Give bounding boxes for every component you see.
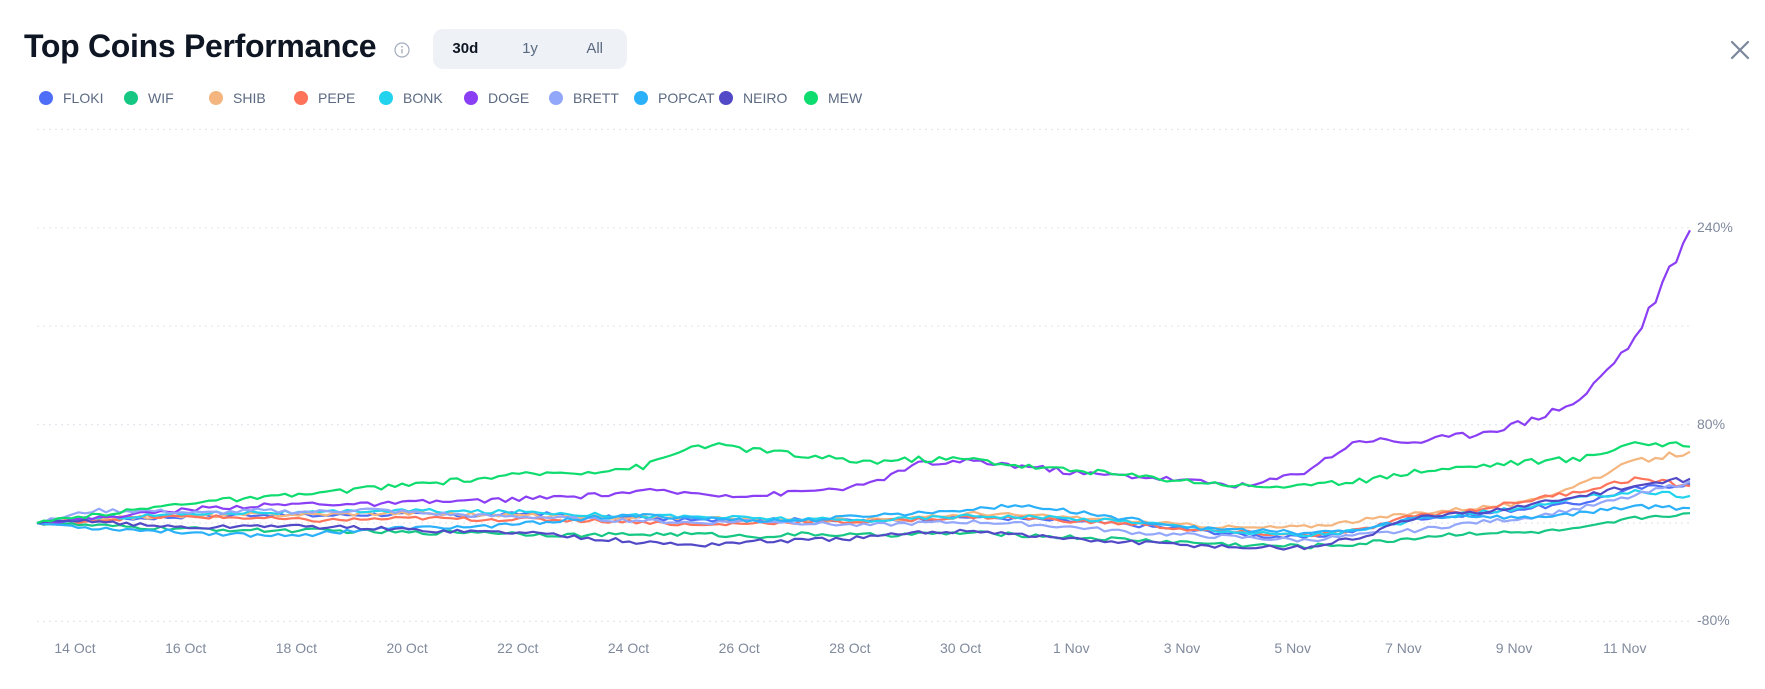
legend-label: BONK	[403, 90, 443, 106]
x-axis-label: 14 Oct	[54, 640, 96, 656]
x-axis-label: 30 Oct	[939, 640, 982, 656]
mew-dot-icon	[804, 91, 818, 105]
chart-gridlines	[37, 128, 1690, 623]
series-line-doge[interactable]	[36, 229, 1691, 526]
x-axis-label: 11 Nov	[1603, 640, 1647, 656]
legend-item-floki[interactable]: FLOKI	[39, 88, 103, 108]
legend-label: MEW	[828, 90, 863, 106]
x-axis-label: 22 Oct	[497, 640, 539, 656]
series-line-pepe[interactable]	[36, 476, 1691, 538]
range-30d-button[interactable]: 30d	[452, 40, 479, 57]
series-line-popcat[interactable]	[36, 503, 1691, 538]
x-axis-label: 5 Nov	[1274, 640, 1311, 656]
neiro-dot-icon	[719, 91, 733, 105]
x-axis-label: 1 Nov	[1053, 640, 1090, 656]
chart-series	[36, 229, 1691, 551]
close-icon[interactable]	[1728, 38, 1752, 62]
x-axis-label: 18 Oct	[275, 640, 318, 656]
range-all-button[interactable]: All	[586, 40, 604, 57]
legend-item-wif[interactable]: WIF	[124, 88, 174, 108]
series-line-neiro[interactable]	[36, 476, 1691, 551]
popcat-dot-icon	[634, 91, 648, 105]
info-circle-icon[interactable]	[394, 42, 410, 58]
wif-dot-icon	[124, 91, 138, 105]
legend-label: WIF	[148, 90, 174, 106]
y-axis-label: 80%	[1697, 415, 1726, 432]
x-axis-label: 24 Oct	[607, 640, 650, 656]
x-axis-label: 20 Oct	[386, 640, 428, 656]
brett-dot-icon	[549, 91, 563, 105]
legend-label: PEPE	[318, 90, 356, 106]
series-line-wif[interactable]	[36, 512, 1691, 550]
page-title: Top Coins Performance	[24, 28, 377, 64]
legend-item-brett[interactable]: BRETT	[549, 88, 619, 108]
pepe-dot-icon	[294, 91, 308, 105]
shib-dot-icon	[209, 91, 223, 105]
x-axis-label: 16 Oct	[165, 640, 207, 656]
y-axis-label: -80%	[1697, 612, 1730, 629]
x-axis-label: 7 Nov	[1385, 640, 1422, 656]
legend-label: SHIB	[233, 90, 266, 106]
y-axis-label: 240%	[1697, 218, 1733, 235]
range-1y-button[interactable]: 1y	[522, 40, 538, 57]
time-range-selector: 30d 1y All	[433, 29, 627, 69]
legend-item-mew[interactable]: MEW	[804, 88, 862, 108]
bonk-dot-icon	[379, 91, 393, 105]
doge-dot-icon	[464, 91, 478, 105]
legend-label: FLOKI	[63, 90, 104, 106]
x-axis-label: 28 Oct	[829, 640, 871, 656]
legend-label: DOGE	[488, 90, 530, 106]
legend-label: POPCAT	[658, 90, 715, 106]
series-line-mew[interactable]	[36, 441, 1691, 525]
legend-item-bonk[interactable]: BONK	[379, 88, 443, 108]
legend-item-popcat[interactable]: POPCAT	[634, 88, 715, 108]
x-axis-label: 26 Oct	[718, 640, 760, 656]
legend-item-shib[interactable]: SHIB	[209, 88, 266, 108]
series-line-brett[interactable]	[36, 480, 1691, 543]
x-axis-label: 3 Nov	[1163, 640, 1201, 656]
legend-label: NEIRO	[743, 90, 788, 106]
legend-item-pepe[interactable]: PEPE	[294, 88, 355, 108]
legend-item-neiro[interactable]: NEIRO	[719, 88, 787, 108]
x-axis-label: 9 Nov	[1495, 640, 1533, 656]
floki-dot-icon	[39, 91, 53, 105]
legend-item-doge[interactable]: DOGE	[464, 88, 529, 108]
legend-label: BRETT	[573, 90, 619, 106]
